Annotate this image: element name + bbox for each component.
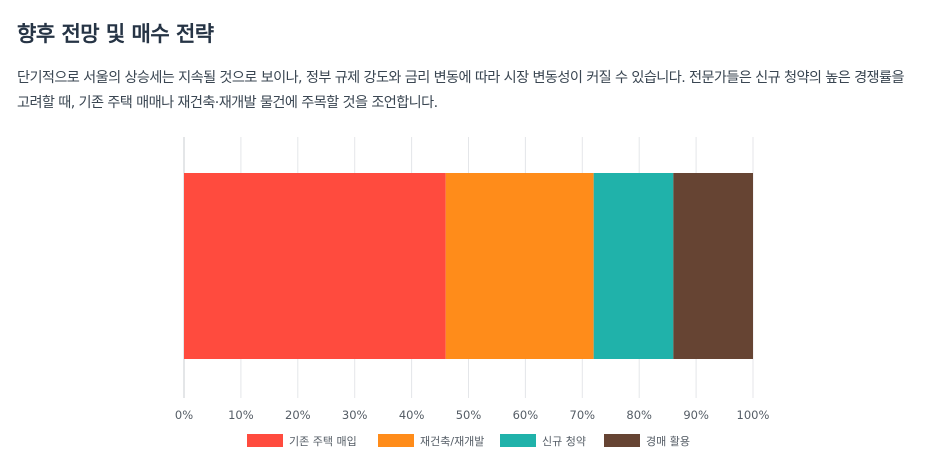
legend-swatch-2 [500,434,536,447]
bar-segments [184,173,753,359]
x-tick-label: 10% [228,408,254,422]
x-tick-label: 40% [399,408,425,422]
legend-swatch-0 [247,434,283,447]
x-tick-label: 70% [570,408,596,422]
x-tick-label: 60% [513,408,539,422]
legend: 기존 주택 매입 재건축/재개발 신규 청약 경매 활용 [247,434,690,448]
bar-segment-1[interactable] [445,173,594,359]
legend-swatch-1 [378,434,414,447]
legend-label-0[interactable]: 기존 주택 매입 [289,435,357,448]
bar-segment-2[interactable] [593,173,674,359]
x-tick-label: 90% [683,408,709,422]
x-axis-ticks: 0% 10% 20% 30% 40% 50% 60% 70% 80% 90% 100% [175,408,770,422]
legend-label-1[interactable]: 재건축/재개발 [420,435,484,448]
x-tick-label: 30% [342,408,368,422]
x-tick-label: 50% [456,408,482,422]
page-title: 향후 전망 및 매수 전략 [17,22,214,46]
x-tick-label: 80% [626,408,652,422]
intro-paragraph: 단기적으로 서울의 상승세는 지속될 것으로 보이나, 정부 규제 강도와 금리… [17,70,904,111]
legend-swatch-3 [604,434,640,447]
x-tick-label: 0% [175,408,193,422]
bar-segment-3[interactable] [673,173,753,359]
legend-label-2[interactable]: 신규 청약 [542,434,586,448]
x-tick-label: 20% [285,408,311,422]
legend-label-3[interactable]: 경매 활용 [646,434,690,448]
bar-segment-0[interactable] [184,173,446,359]
x-tick-label: 100% [737,408,770,422]
